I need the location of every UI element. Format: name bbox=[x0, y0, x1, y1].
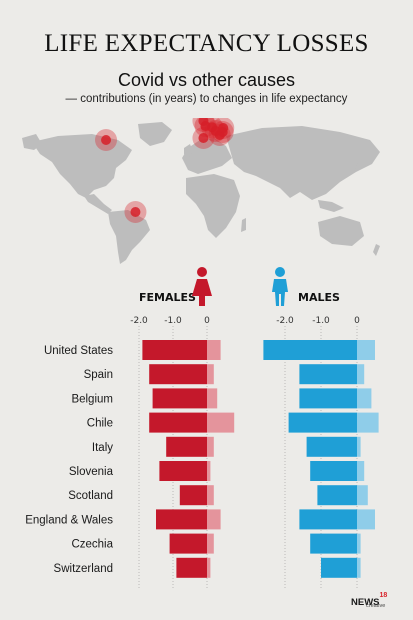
bar-other bbox=[207, 485, 214, 506]
bar-covid bbox=[179, 485, 207, 506]
category-label: Italy bbox=[92, 442, 113, 454]
map-markers bbox=[95, 118, 235, 223]
tick-label: -1.0 bbox=[164, 316, 182, 326]
category-label: Czechia bbox=[71, 539, 113, 551]
tick-label: 0 bbox=[204, 316, 210, 326]
bar-covid bbox=[159, 461, 207, 481]
bar-covid bbox=[310, 461, 357, 481]
map-marker bbox=[212, 118, 235, 139]
map-land bbox=[22, 122, 380, 264]
bar-covid bbox=[152, 388, 207, 409]
bar-covid bbox=[306, 436, 357, 457]
bar-other bbox=[357, 340, 375, 360]
category-label: England & Wales bbox=[25, 514, 113, 526]
bar-covid bbox=[263, 340, 357, 360]
bar-covid bbox=[169, 533, 207, 554]
bar-other bbox=[207, 412, 235, 433]
world-map-icon bbox=[22, 118, 380, 264]
category-label: Spain bbox=[84, 369, 113, 381]
bar-covid bbox=[299, 364, 357, 385]
females-label: FEMALES bbox=[139, 291, 196, 304]
tick-label: 0 bbox=[354, 316, 360, 326]
bar-other bbox=[357, 388, 372, 409]
bar-other bbox=[357, 364, 365, 385]
bar-other bbox=[207, 436, 214, 457]
tick-label: -2.0 bbox=[276, 316, 294, 326]
category-label: Chile bbox=[87, 418, 113, 430]
bar-covid bbox=[321, 557, 357, 578]
chart-axes: -2.0 -1.0 0 -2.0 -1.0 0 bbox=[130, 316, 360, 588]
category-labels: United States Spain Belgium Chile Italy Slove… bbox=[25, 345, 113, 575]
bar-covid bbox=[299, 388, 357, 409]
tick-label: -2.0 bbox=[130, 316, 148, 326]
category-label: United States bbox=[44, 345, 113, 357]
bar-other bbox=[357, 509, 375, 530]
bar-covid bbox=[149, 412, 207, 433]
bar-other bbox=[357, 557, 361, 578]
male-person-icon bbox=[272, 267, 288, 306]
map-marker bbox=[95, 129, 118, 151]
category-label: Switzerland bbox=[54, 563, 113, 575]
bar-covid bbox=[156, 509, 207, 530]
bar-covid bbox=[299, 509, 357, 530]
bar-covid bbox=[142, 340, 207, 360]
bar-other bbox=[207, 533, 214, 554]
bar-other bbox=[207, 388, 218, 409]
bar-other bbox=[207, 340, 221, 360]
map-marker bbox=[192, 127, 215, 149]
map-marker bbox=[124, 201, 147, 223]
category-label: Slovenia bbox=[69, 466, 114, 478]
bar-other bbox=[357, 485, 368, 506]
bar-other bbox=[357, 412, 379, 433]
tick-label: -1.0 bbox=[312, 316, 330, 326]
bar-covid bbox=[288, 412, 357, 433]
bar-covid bbox=[166, 436, 207, 457]
category-label: Scotland bbox=[68, 490, 113, 502]
bar-other bbox=[207, 461, 211, 481]
bar-other bbox=[357, 533, 361, 554]
bar-other bbox=[357, 436, 361, 457]
bar-covid bbox=[149, 364, 207, 385]
category-label: Belgium bbox=[71, 393, 113, 405]
bar-chart: -2.0 -1.0 0 -2.0 -1.0 0 United States Spain Bel… bbox=[25, 267, 379, 588]
bar-covid bbox=[176, 557, 207, 578]
subtitle: Covid vs other causes bbox=[117, 70, 296, 90]
chart-bars bbox=[142, 340, 379, 578]
males-label: MALES bbox=[298, 291, 340, 304]
bar-other bbox=[357, 461, 365, 481]
bar-other bbox=[207, 509, 221, 530]
news18-logo: NEWS18 creative bbox=[351, 592, 388, 609]
page-title: LIFE EXPECTANCY LOSSES bbox=[44, 30, 369, 57]
bar-covid bbox=[310, 533, 357, 554]
subtitle-note: — contributions (in years) to changes in… bbox=[65, 93, 348, 105]
bar-covid bbox=[317, 485, 357, 506]
female-person-icon bbox=[192, 267, 212, 306]
bar-other bbox=[207, 364, 214, 385]
bar-other bbox=[207, 557, 211, 578]
